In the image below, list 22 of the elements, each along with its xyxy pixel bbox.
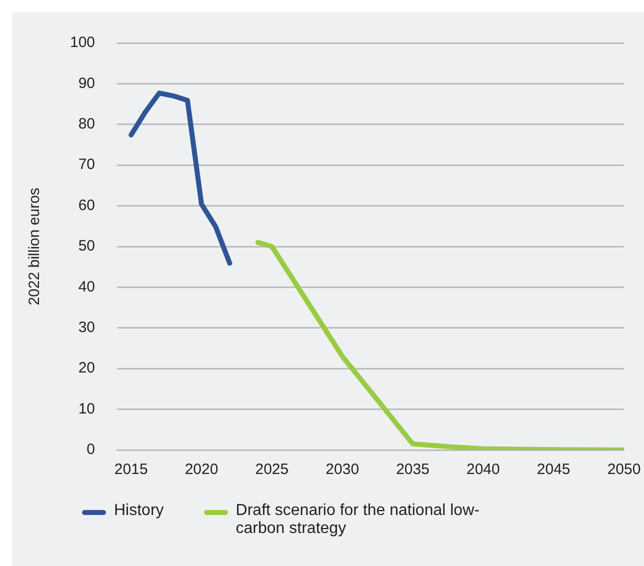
y-tick-label: 90 — [78, 74, 96, 92]
y-tick-label: 20 — [78, 360, 96, 377]
x-tick-label: 2050 — [607, 461, 641, 478]
y-tick-label: 80 — [78, 116, 96, 133]
y-tick-label: 30 — [78, 319, 96, 336]
x-tick-label: 2045 — [536, 461, 570, 478]
x-tick-label: 2040 — [466, 461, 500, 478]
x-tick-label: 2035 — [396, 461, 430, 478]
legend-label: Draft scenario for the national low-carbon strategy — [236, 502, 480, 538]
y-tick-label: 50 — [78, 238, 96, 255]
y-tick-label: 0 — [86, 441, 96, 458]
x-tick-label: 2025 — [255, 461, 289, 478]
legend-label: History — [114, 502, 164, 520]
y-tick-label: 60 — [78, 196, 96, 214]
x-tick-label: 2020 — [184, 461, 218, 478]
y-tick-label: 70 — [78, 156, 96, 174]
y-axis-title: 2022 billion euros — [26, 188, 44, 306]
x-tick-label: 2015 — [114, 461, 148, 478]
y-tick-label: 40 — [78, 278, 96, 296]
y-tick-label: 10 — [78, 400, 96, 418]
y-tick-label: 100 — [70, 34, 96, 52]
x-tick-label: 2030 — [326, 461, 360, 478]
